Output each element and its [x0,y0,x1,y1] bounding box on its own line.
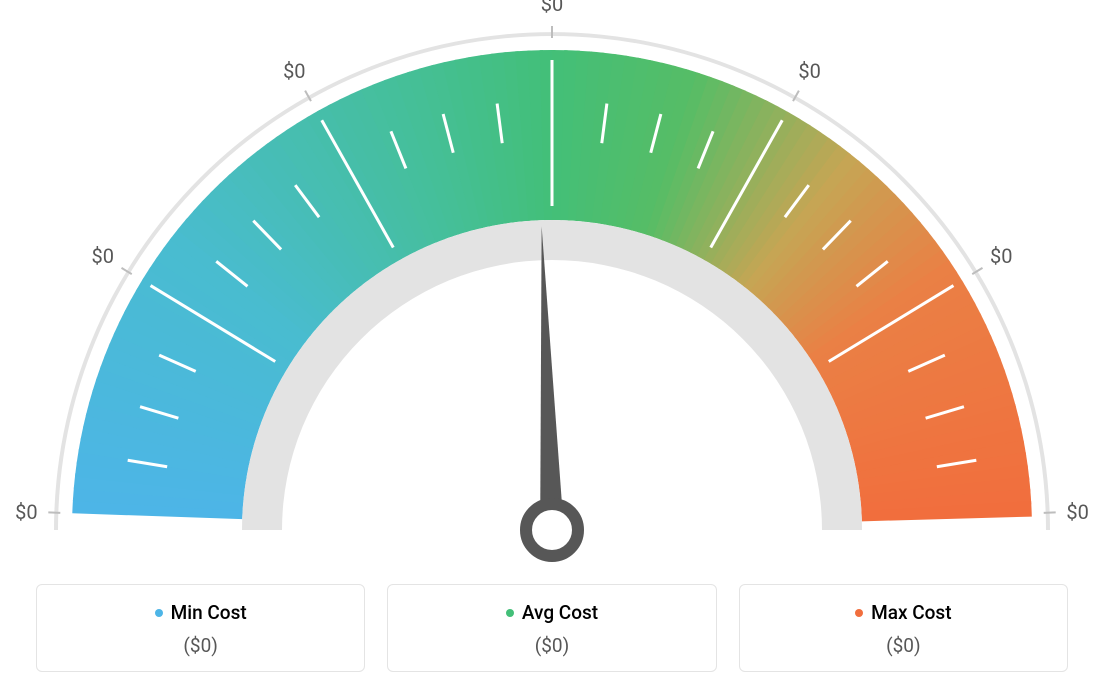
scale-label: $0 [990,244,1012,268]
scale-label: $0 [1066,500,1088,524]
legend-card-min: Min Cost ($0) [36,584,365,672]
legend-value-min: ($0) [47,634,354,657]
legend-card-avg: Avg Cost ($0) [387,584,716,672]
scale-label: $0 [798,59,820,83]
legend-value-max: ($0) [750,634,1057,657]
legend-card-max: Max Cost ($0) [739,584,1068,672]
legend-title-min: Min Cost [171,601,247,624]
legend-dot-min [155,609,163,617]
legend-title-max: Max Cost [871,601,951,624]
cost-gauge: $0$0$0$0$0$0$0 [32,10,1072,570]
scale-label: $0 [91,244,113,268]
legend-dot-avg [506,609,514,617]
legend-value-avg: ($0) [398,634,705,657]
scale-label: $0 [283,59,305,83]
legend-title-avg: Avg Cost [522,601,598,624]
legend-dot-max [855,609,863,617]
gauge-svg [32,10,1072,570]
scale-label: $0 [541,0,563,16]
scale-label: $0 [15,500,37,524]
legend-row: Min Cost ($0) Avg Cost ($0) Max Cost ($0… [36,584,1068,672]
